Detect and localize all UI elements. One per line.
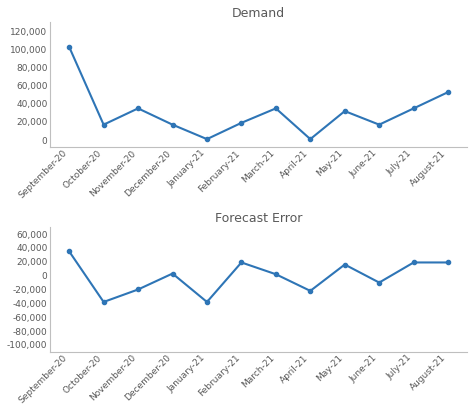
Title: Demand: Demand <box>232 7 285 20</box>
Title: Forecast Error: Forecast Error <box>215 211 302 225</box>
